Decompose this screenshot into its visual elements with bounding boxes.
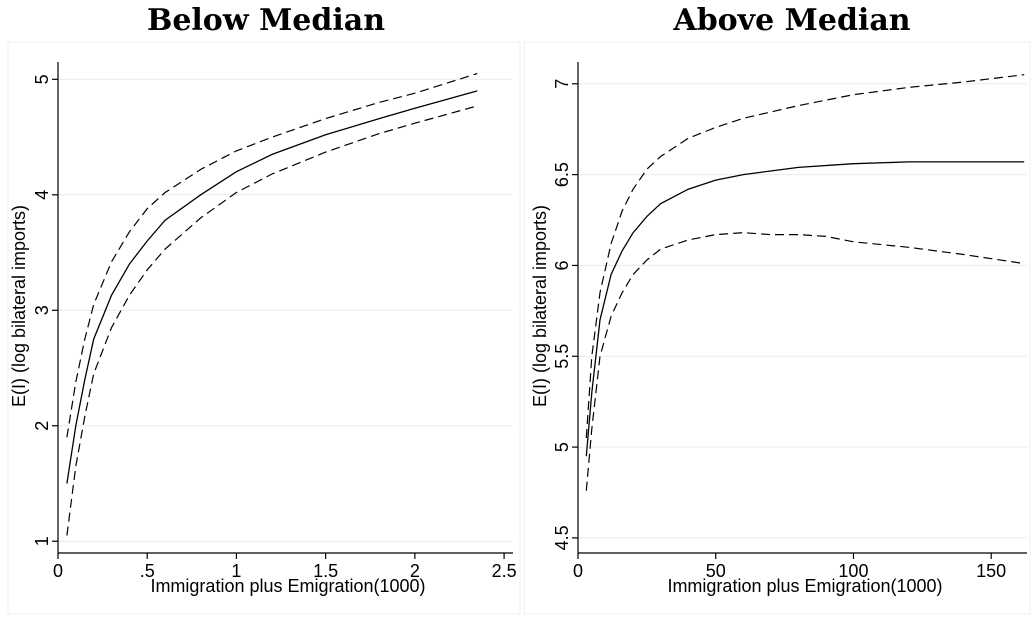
x-tick-label: 150 xyxy=(976,561,1006,581)
x-axis-label: Immigration plus Emigration(1000) xyxy=(150,576,425,596)
y-tick-label: 2 xyxy=(32,421,52,431)
x-tick-label: .5 xyxy=(140,561,155,581)
y-tick-label: 6 xyxy=(552,260,572,270)
y-tick-label: 7 xyxy=(552,79,572,89)
y-tick-label: 1 xyxy=(32,536,52,546)
panel-below-median: Below Median Immigration plus Emigration… xyxy=(8,3,520,614)
panel-title: Below Median xyxy=(147,3,385,38)
x-tick-label: 1 xyxy=(231,561,241,581)
y-axis-label: E(I) (log bilateral imports) xyxy=(530,205,550,407)
panel-frame xyxy=(8,42,520,614)
y-tick-label: 4 xyxy=(32,190,52,200)
y-tick-label: 6.5 xyxy=(552,162,572,187)
x-tick-label: 0 xyxy=(53,561,63,581)
panel-above-median: Above Median Immigration plus Emigration… xyxy=(524,3,1030,614)
y-tick-label: 5 xyxy=(552,442,572,452)
panel-frame xyxy=(524,42,1030,614)
x-tick-label: 0 xyxy=(573,561,583,581)
y-tick-label: 3 xyxy=(32,305,52,315)
y-tick-label: 5.5 xyxy=(552,344,572,369)
x-tick-label: 50 xyxy=(706,561,726,581)
y-tick-label: 5 xyxy=(32,74,52,84)
x-tick-label: 2 xyxy=(410,561,420,581)
x-tick-label: 2.5 xyxy=(492,561,517,581)
panel-title: Above Median xyxy=(672,3,910,38)
y-tick-label: 4.5 xyxy=(552,525,572,550)
x-tick-label: 1.5 xyxy=(313,561,338,581)
y-axis-label: E(I) (log bilateral imports) xyxy=(9,205,29,407)
x-tick-label: 100 xyxy=(838,561,868,581)
